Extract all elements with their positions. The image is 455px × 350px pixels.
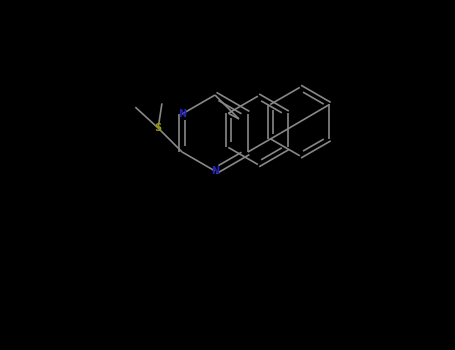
Text: S: S (155, 123, 162, 133)
Text: N: N (178, 109, 186, 119)
Text: N: N (211, 166, 219, 176)
